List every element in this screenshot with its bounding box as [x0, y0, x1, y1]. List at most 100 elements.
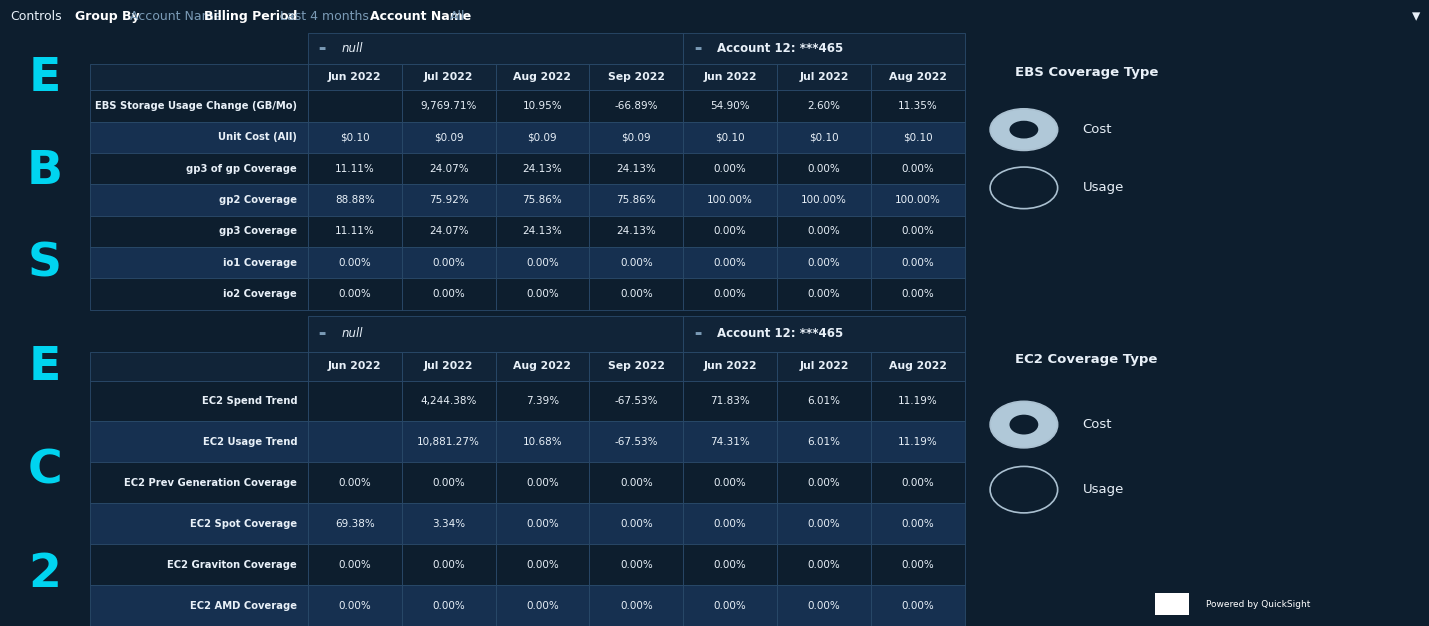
FancyBboxPatch shape: [683, 64, 777, 90]
Text: 0.00%: 0.00%: [807, 560, 840, 570]
FancyBboxPatch shape: [402, 90, 496, 121]
FancyBboxPatch shape: [777, 503, 870, 544]
Text: $0.10: $0.10: [809, 132, 839, 142]
FancyBboxPatch shape: [870, 352, 965, 381]
FancyBboxPatch shape: [870, 463, 965, 503]
FancyBboxPatch shape: [589, 503, 683, 544]
FancyBboxPatch shape: [777, 381, 870, 421]
FancyBboxPatch shape: [589, 421, 683, 463]
FancyBboxPatch shape: [402, 121, 496, 153]
Text: null: null: [342, 327, 363, 341]
Text: B: B: [27, 149, 63, 193]
Text: -67.53%: -67.53%: [614, 437, 657, 447]
FancyBboxPatch shape: [90, 279, 307, 310]
Text: 24.07%: 24.07%: [429, 227, 469, 237]
Text: Billing Period: Billing Period: [204, 10, 297, 23]
FancyBboxPatch shape: [589, 216, 683, 247]
Text: 0.00%: 0.00%: [713, 478, 746, 488]
FancyBboxPatch shape: [870, 185, 965, 216]
FancyBboxPatch shape: [90, 585, 307, 626]
FancyBboxPatch shape: [589, 381, 683, 421]
Text: ▾: ▾: [1412, 8, 1420, 25]
FancyBboxPatch shape: [496, 544, 589, 585]
FancyBboxPatch shape: [777, 247, 870, 279]
FancyBboxPatch shape: [777, 352, 870, 381]
FancyBboxPatch shape: [589, 153, 683, 185]
FancyBboxPatch shape: [777, 185, 870, 216]
Text: 0.00%: 0.00%: [713, 519, 746, 529]
Text: 10.68%: 10.68%: [523, 437, 562, 447]
Text: io1 Coverage: io1 Coverage: [223, 258, 297, 268]
FancyBboxPatch shape: [870, 247, 965, 279]
Circle shape: [990, 109, 1057, 150]
Text: Jun 2022: Jun 2022: [703, 73, 757, 83]
FancyBboxPatch shape: [496, 279, 589, 310]
Text: Jul 2022: Jul 2022: [424, 361, 473, 371]
Text: 0.00%: 0.00%: [807, 227, 840, 237]
Text: 0.00%: 0.00%: [902, 227, 935, 237]
FancyBboxPatch shape: [90, 185, 307, 216]
Circle shape: [990, 466, 1057, 513]
Text: Account 12: ***465: Account 12: ***465: [717, 42, 843, 55]
FancyBboxPatch shape: [870, 381, 965, 421]
FancyBboxPatch shape: [402, 585, 496, 626]
Text: 0.00%: 0.00%: [620, 519, 653, 529]
Text: ▬: ▬: [319, 44, 326, 53]
FancyBboxPatch shape: [307, 153, 402, 185]
Text: 54.90%: 54.90%: [710, 101, 750, 111]
FancyBboxPatch shape: [307, 381, 402, 421]
FancyBboxPatch shape: [90, 463, 307, 503]
FancyBboxPatch shape: [683, 503, 777, 544]
FancyBboxPatch shape: [307, 585, 402, 626]
Text: 0.00%: 0.00%: [432, 289, 464, 299]
Text: 24.13%: 24.13%: [523, 227, 562, 237]
FancyBboxPatch shape: [683, 585, 777, 626]
FancyBboxPatch shape: [777, 216, 870, 247]
Text: 75.86%: 75.86%: [616, 195, 656, 205]
FancyBboxPatch shape: [496, 421, 589, 463]
FancyBboxPatch shape: [307, 247, 402, 279]
Text: EBS Storage Usage Change (GB/Mo): EBS Storage Usage Change (GB/Mo): [96, 101, 297, 111]
FancyBboxPatch shape: [589, 544, 683, 585]
Text: Group By: Group By: [74, 10, 140, 23]
FancyBboxPatch shape: [90, 247, 307, 279]
Text: Unit Cost (All): Unit Cost (All): [219, 132, 297, 142]
FancyBboxPatch shape: [777, 153, 870, 185]
Text: Jul 2022: Jul 2022: [799, 361, 849, 371]
Text: EC2 AMD Coverage: EC2 AMD Coverage: [190, 600, 297, 610]
Text: 0.00%: 0.00%: [526, 478, 559, 488]
FancyBboxPatch shape: [307, 421, 402, 463]
Text: 2: 2: [29, 552, 61, 597]
FancyBboxPatch shape: [496, 216, 589, 247]
FancyBboxPatch shape: [90, 216, 307, 247]
Text: Powered by QuickSight: Powered by QuickSight: [1206, 600, 1310, 608]
Text: $0.09: $0.09: [434, 132, 463, 142]
Text: Aug 2022: Aug 2022: [513, 361, 572, 371]
FancyBboxPatch shape: [777, 421, 870, 463]
FancyBboxPatch shape: [90, 503, 307, 544]
Text: -67.53%: -67.53%: [614, 396, 657, 406]
FancyBboxPatch shape: [307, 544, 402, 585]
FancyBboxPatch shape: [683, 121, 777, 153]
Text: 2.60%: 2.60%: [807, 101, 840, 111]
Text: EC2 Graviton Coverage: EC2 Graviton Coverage: [167, 560, 297, 570]
FancyBboxPatch shape: [683, 463, 777, 503]
Text: 88.88%: 88.88%: [334, 195, 374, 205]
Text: Account Name: Account Name: [370, 10, 472, 23]
Text: 11.11%: 11.11%: [334, 227, 374, 237]
Text: $0.09: $0.09: [527, 132, 557, 142]
Circle shape: [990, 401, 1057, 448]
FancyBboxPatch shape: [777, 121, 870, 153]
Text: 0.00%: 0.00%: [339, 560, 372, 570]
FancyBboxPatch shape: [307, 121, 402, 153]
Text: 69.38%: 69.38%: [334, 519, 374, 529]
FancyBboxPatch shape: [90, 421, 307, 463]
Text: EBS Coverage Type: EBS Coverage Type: [1015, 66, 1159, 79]
FancyBboxPatch shape: [870, 585, 965, 626]
FancyBboxPatch shape: [589, 463, 683, 503]
Text: Aug 2022: Aug 2022: [889, 73, 947, 83]
Text: 75.86%: 75.86%: [523, 195, 562, 205]
Text: Jul 2022: Jul 2022: [424, 73, 473, 83]
Circle shape: [1009, 414, 1039, 434]
FancyBboxPatch shape: [683, 421, 777, 463]
